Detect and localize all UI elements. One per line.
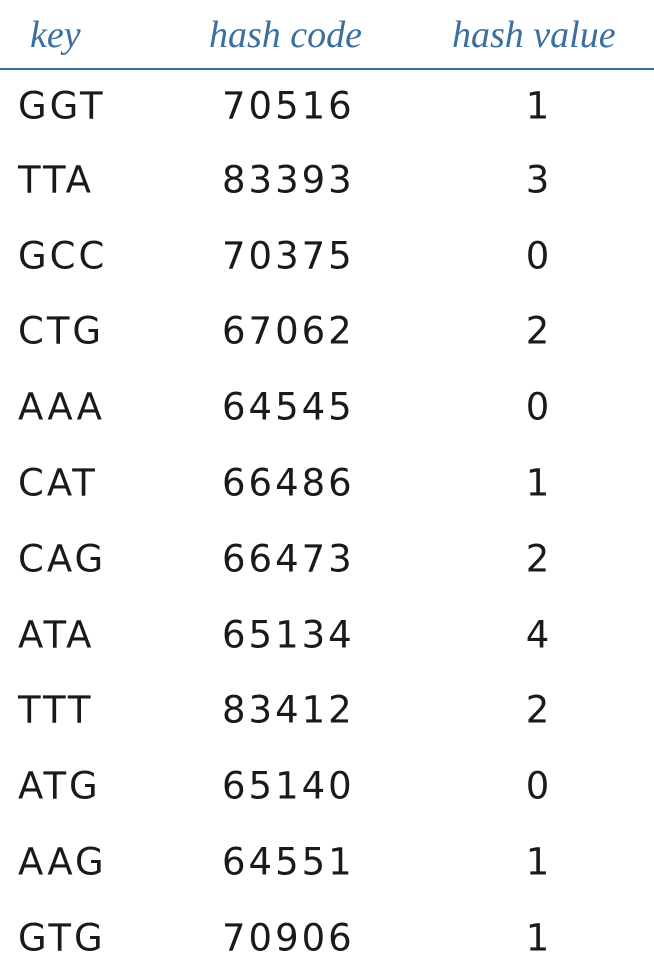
cell-hash-code: 83412: [222, 688, 355, 732]
cell-hash-code: 70906: [222, 916, 355, 960]
table-row: ATG 65140 0: [0, 748, 654, 824]
cell-hash-value: 1: [525, 461, 553, 505]
table-row: GCC 70375 0: [0, 218, 654, 294]
cell-hash-value: 0: [525, 764, 553, 808]
cell-key: GTG: [18, 916, 106, 960]
cell-key: CAT: [18, 461, 98, 505]
cell-hash-code: 70375: [222, 234, 355, 278]
cell-hash-code: 70516: [222, 84, 355, 128]
table-header: key hash code hash value: [0, 0, 654, 70]
cell-hash-value: 2: [525, 537, 553, 581]
cell-key: GGT: [18, 84, 106, 128]
cell-key: CTG: [18, 309, 105, 353]
header-rule: [0, 68, 654, 70]
cell-hash-value: 0: [525, 234, 553, 278]
table-body: GGT 70516 1 TTA 83393 3 GCC 70375 0 CTG …: [0, 70, 654, 976]
cell-key: CAG: [18, 537, 107, 581]
table-row: TTT 83412 2: [0, 673, 654, 749]
cell-key: TTA: [18, 158, 94, 202]
cell-hash-code: 65134: [222, 613, 355, 657]
cell-hash-value: 2: [525, 688, 553, 732]
table-row: ATA 65134 4: [0, 597, 654, 673]
cell-hash-value: 0: [525, 385, 553, 429]
table-row: CTG 67062 2: [0, 294, 654, 370]
table-row: AAA 64545 0: [0, 369, 654, 445]
cell-hash-value: 1: [525, 840, 553, 884]
cell-hash-code: 64545: [222, 385, 355, 429]
table-row: GTG 70906 1: [0, 900, 654, 976]
cell-hash-code: 67062: [222, 309, 355, 353]
header-key: key: [30, 14, 81, 56]
cell-key: ATA: [18, 613, 95, 657]
table-row: GGT 70516 1: [0, 70, 654, 142]
table-row: TTA 83393 3: [0, 142, 654, 218]
cell-key: ATG: [18, 764, 101, 808]
cell-hash-value: 4: [525, 613, 553, 657]
cell-key: AAG: [18, 840, 107, 884]
cell-hash-value: 1: [525, 84, 553, 128]
cell-hash-code: 65140: [222, 764, 355, 808]
header-hash-code: hash code: [209, 14, 363, 56]
table-row: CAG 66473 2: [0, 521, 654, 597]
header-hash-value: hash value: [452, 14, 616, 56]
cell-hash-code: 83393: [222, 158, 355, 202]
cell-key: AAA: [18, 385, 105, 429]
cell-key: TTT: [18, 688, 94, 732]
cell-hash-value: 3: [525, 158, 553, 202]
table-row: CAT 66486 1: [0, 445, 654, 521]
table-row: AAG 64551 1: [0, 824, 654, 900]
cell-hash-value: 1: [525, 916, 553, 960]
cell-hash-code: 64551: [222, 840, 355, 884]
cell-hash-code: 66473: [222, 537, 355, 581]
cell-hash-code: 66486: [222, 461, 355, 505]
cell-key: GCC: [18, 234, 108, 278]
cell-hash-value: 2: [525, 309, 553, 353]
